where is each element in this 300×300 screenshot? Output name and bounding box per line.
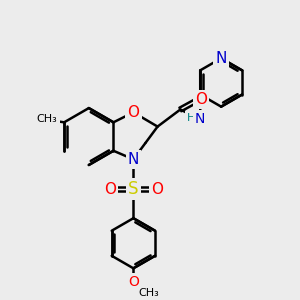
Text: O: O — [195, 92, 207, 107]
Text: CH₃: CH₃ — [37, 115, 58, 124]
Text: N: N — [195, 112, 206, 127]
Text: N: N — [215, 51, 227, 66]
Text: H: H — [187, 113, 195, 123]
Text: CH₃: CH₃ — [139, 288, 159, 298]
Text: O: O — [151, 182, 163, 197]
Text: S: S — [128, 180, 139, 198]
Text: O: O — [128, 105, 140, 120]
Text: N: N — [128, 152, 139, 167]
Text: O: O — [128, 275, 139, 289]
Text: O: O — [104, 182, 116, 197]
